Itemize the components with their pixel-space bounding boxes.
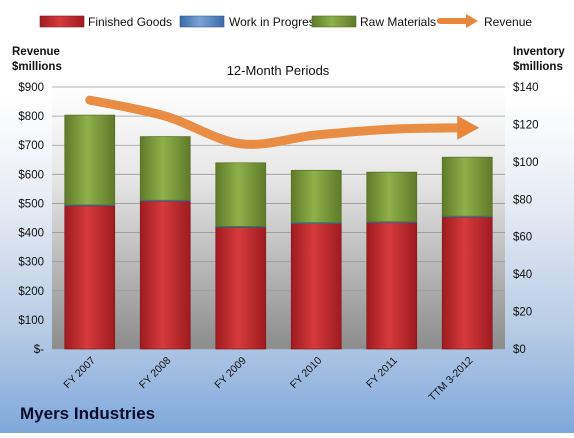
- x-axis: FY 2007 FY 2008 FY 2009 FY 2010 FY 2011 TTM 3…: [61, 355, 475, 404]
- right-axis-title-line2: $millions: [513, 61, 563, 73]
- left-tick-label: $500: [18, 198, 44, 210]
- legend-swatch-revenue-arrowhead: [466, 14, 478, 28]
- legend-swatch-finished-goods: [40, 16, 84, 27]
- right-tick-label: $120: [513, 119, 539, 131]
- right-tick-label: $80: [513, 194, 532, 206]
- bar-raw-materials: [442, 157, 492, 216]
- right-tick-label: $140: [513, 82, 539, 94]
- bar-finished-goods: [216, 227, 266, 349]
- left-tick-label: $100: [18, 315, 44, 327]
- category-label: FY 2008: [137, 355, 174, 392]
- legend-label-raw-materials: Raw Materials: [360, 15, 436, 29]
- left-axis-title-line1: Revenue: [12, 46, 60, 58]
- bar-raw-materials: [216, 163, 266, 227]
- right-tick-label: $100: [513, 157, 539, 169]
- legend-swatch-raw-materials: [312, 16, 356, 27]
- legend-swatch-work-in-progress: [180, 16, 224, 27]
- left-tick-label: $900: [18, 82, 44, 94]
- left-tick-label: $-: [34, 344, 44, 356]
- left-axis-title-line2: $millions: [12, 61, 62, 73]
- category-label: FY 2011: [364, 355, 400, 391]
- left-tick-label: $400: [18, 228, 44, 240]
- bar-finished-goods: [140, 201, 190, 349]
- bar-finished-goods: [291, 224, 341, 349]
- legend-label-revenue: Revenue: [484, 15, 532, 29]
- left-tick-label: $200: [18, 286, 44, 298]
- bar-raw-materials: [65, 115, 115, 205]
- right-tick-label: $60: [513, 232, 532, 244]
- company-name: Myers Industries: [20, 404, 155, 424]
- left-tick-label: $300: [18, 257, 44, 269]
- bar-raw-materials: [291, 170, 341, 222]
- bar-finished-goods: [65, 206, 115, 349]
- bar-finished-goods: [442, 217, 492, 349]
- bar-finished-goods: [367, 223, 417, 349]
- right-tick-label: $0: [513, 344, 526, 356]
- bar-raw-materials: [140, 137, 190, 201]
- legend-label-work-in-progress: Work in Progress: [229, 15, 321, 29]
- left-tick-label: $700: [18, 140, 44, 152]
- bar-raw-materials: [367, 172, 417, 222]
- category-label: FY 2010: [288, 355, 325, 392]
- right-axis: $0 $20 $40 $60 $80 $100 $120 $140: [513, 82, 539, 356]
- legend: Finished Goods Work in Progress Raw Mate…: [40, 14, 532, 29]
- right-tick-label: $40: [513, 269, 532, 281]
- right-axis-title-line1: Inventory: [513, 46, 565, 58]
- left-axis: $- $100 $200 $300 $400 $500 $600 $700 $800 $900: [18, 82, 44, 356]
- left-tick-label: $800: [18, 111, 44, 123]
- category-label: FY 2009: [212, 355, 249, 392]
- category-label: TTM 3-2012: [426, 355, 475, 404]
- legend-label-finished-goods: Finished Goods: [88, 15, 172, 29]
- left-tick-label: $600: [18, 169, 44, 181]
- chart-title: 12-Month Periods: [227, 63, 330, 78]
- right-tick-label: $20: [513, 307, 532, 319]
- category-label: FY 2007: [61, 355, 98, 392]
